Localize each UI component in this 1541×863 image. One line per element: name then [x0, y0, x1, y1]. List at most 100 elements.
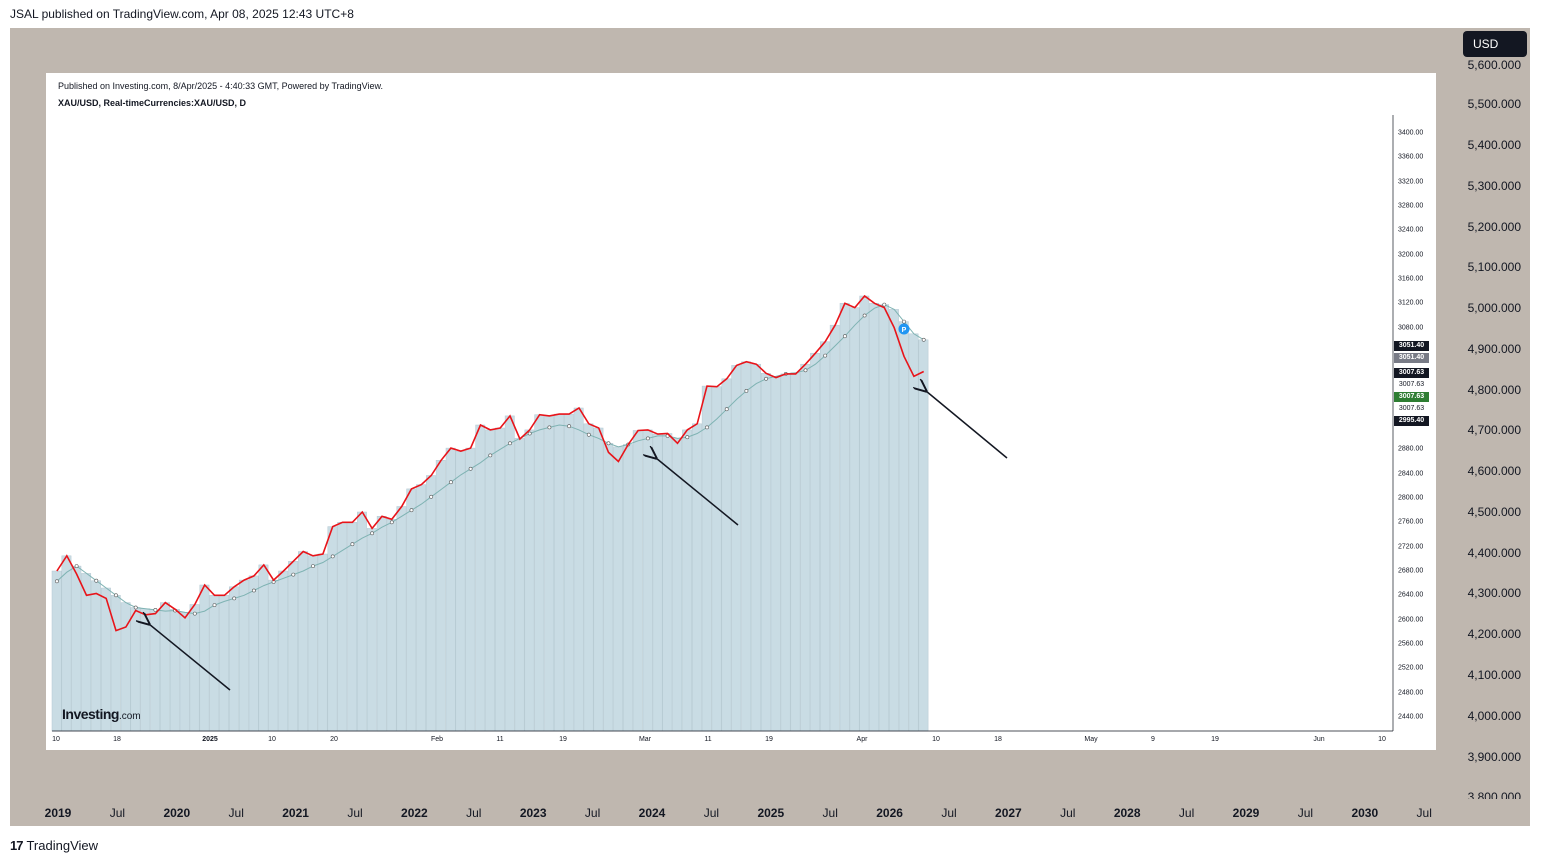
inner-price-label: 2440.00	[1398, 713, 1424, 721]
outer-time-label: 2029	[1232, 806, 1260, 820]
moving-average-point	[114, 593, 118, 598]
inner-price-label: 2840.00	[1398, 470, 1424, 478]
outer-price-label: 3,800.000	[1467, 790, 1521, 799]
inner-price-label: 2680.00	[1398, 567, 1424, 575]
annotation-arrow	[149, 624, 231, 691]
outer-price-label: 4,100.000	[1467, 668, 1521, 682]
moving-average-point	[94, 578, 99, 583]
price-bar	[593, 427, 604, 732]
price-bar	[889, 309, 899, 732]
price-bar	[829, 324, 840, 732]
moving-average-point	[764, 376, 769, 381]
moving-average-point	[567, 424, 572, 429]
price-bar	[770, 376, 781, 732]
outer-time-label: 2020	[163, 806, 191, 820]
outer-time-label: 2023	[519, 806, 547, 820]
outer-time-label: Jul	[941, 806, 957, 820]
moving-average-point	[389, 520, 394, 525]
price-bar	[337, 522, 348, 732]
inner-time-label: Feb	[430, 736, 444, 743]
outer-price-label: 5,400.000	[1467, 138, 1521, 152]
price-bar	[347, 522, 358, 732]
inner-time-label: 18	[113, 736, 121, 743]
publisher-header: JSAL published on TradingView.com, Apr 0…	[10, 7, 354, 21]
moving-average-point	[429, 494, 434, 499]
price-bar	[731, 365, 742, 732]
inner-time-label: 11	[704, 736, 712, 743]
price-bar	[376, 516, 387, 732]
price-bar	[219, 595, 229, 732]
price-bar	[485, 429, 495, 732]
moving-average-point	[54, 579, 59, 584]
price-bar	[396, 506, 407, 732]
price-bar	[366, 528, 377, 732]
outer-time-label: Jul	[1178, 806, 1195, 820]
annotation-arrow	[656, 458, 739, 526]
tradingview-wordmark: TradingView	[26, 838, 99, 853]
outer-time-label: Jul	[822, 806, 838, 820]
moving-average-point	[192, 611, 197, 616]
currency-badge[interactable]: USD	[1463, 31, 1527, 57]
price-bar	[800, 363, 811, 732]
inner-time-label: Jun	[1313, 736, 1325, 743]
price-bar	[406, 488, 417, 732]
close-price-line	[56, 294, 925, 632]
price-bar	[534, 414, 545, 732]
moving-average-point	[448, 480, 453, 485]
outer-time-label: 2027	[995, 806, 1022, 820]
price-bar	[908, 333, 919, 732]
position-marker[interactable]: P	[898, 323, 910, 335]
inner-time-label: Apr	[856, 736, 868, 743]
price-bar	[189, 604, 200, 732]
tradingview-logo[interactable]: 17 TradingView	[10, 838, 98, 853]
inner-time-label: Mar	[638, 736, 652, 743]
price-area	[51, 295, 929, 732]
outer-price-label: 5,100.000	[1467, 260, 1521, 274]
moving-average-point	[803, 368, 808, 373]
inner-time-label: 10	[1378, 736, 1386, 743]
moving-average-point	[311, 564, 315, 569]
inner-price-label: 2760.00	[1398, 518, 1424, 526]
moving-average-point	[74, 564, 79, 569]
price-bar	[583, 423, 594, 732]
price-bar	[810, 352, 820, 732]
moving-average-point	[232, 596, 237, 601]
moving-average-point	[606, 441, 611, 446]
outer-price-label: 4,500.000	[1467, 505, 1521, 519]
price-tag: 3007.63	[1394, 404, 1429, 414]
price-bar	[238, 579, 249, 732]
price-bar	[839, 303, 850, 732]
embedded-chart-panel: Published on Investing.com, 8/Apr/2025 -…	[46, 73, 1436, 750]
price-bar	[514, 438, 525, 732]
price-bar	[711, 386, 722, 732]
outer-time-label: 2025	[757, 806, 785, 820]
outer-price-label: 3,900.000	[1467, 750, 1521, 764]
inner-time-label: 10	[932, 736, 940, 743]
price-bar	[258, 564, 269, 732]
price-tag: 2995.40	[1394, 416, 1429, 426]
moving-average-point	[843, 334, 847, 339]
inner-price-label: 2560.00	[1398, 640, 1424, 648]
price-bar	[465, 447, 476, 732]
price-bar	[455, 450, 466, 732]
outer-time-label: Jul	[347, 806, 363, 820]
price-bar	[51, 570, 62, 732]
outer-price-label: 5,300.000	[1467, 179, 1521, 193]
moving-average-point	[330, 554, 335, 559]
inner-price-label: 2800.00	[1398, 494, 1424, 502]
price-bar	[61, 555, 72, 732]
price-bar	[721, 378, 732, 732]
price-bar	[603, 443, 614, 732]
inner-time-label: 19	[765, 736, 773, 743]
price-bar	[760, 373, 771, 732]
outer-price-label: 4,200.000	[1467, 627, 1521, 641]
price-bar	[692, 423, 702, 732]
price-bar	[426, 475, 436, 732]
price-bar	[179, 612, 190, 732]
moving-average-point	[468, 466, 473, 471]
moving-average-point	[882, 302, 887, 307]
inner-price-label: 3080.00	[1398, 324, 1424, 332]
moving-average-point	[527, 431, 532, 436]
inner-time-label: 9	[1151, 736, 1155, 743]
outer-time-label: Jul	[1416, 806, 1432, 820]
